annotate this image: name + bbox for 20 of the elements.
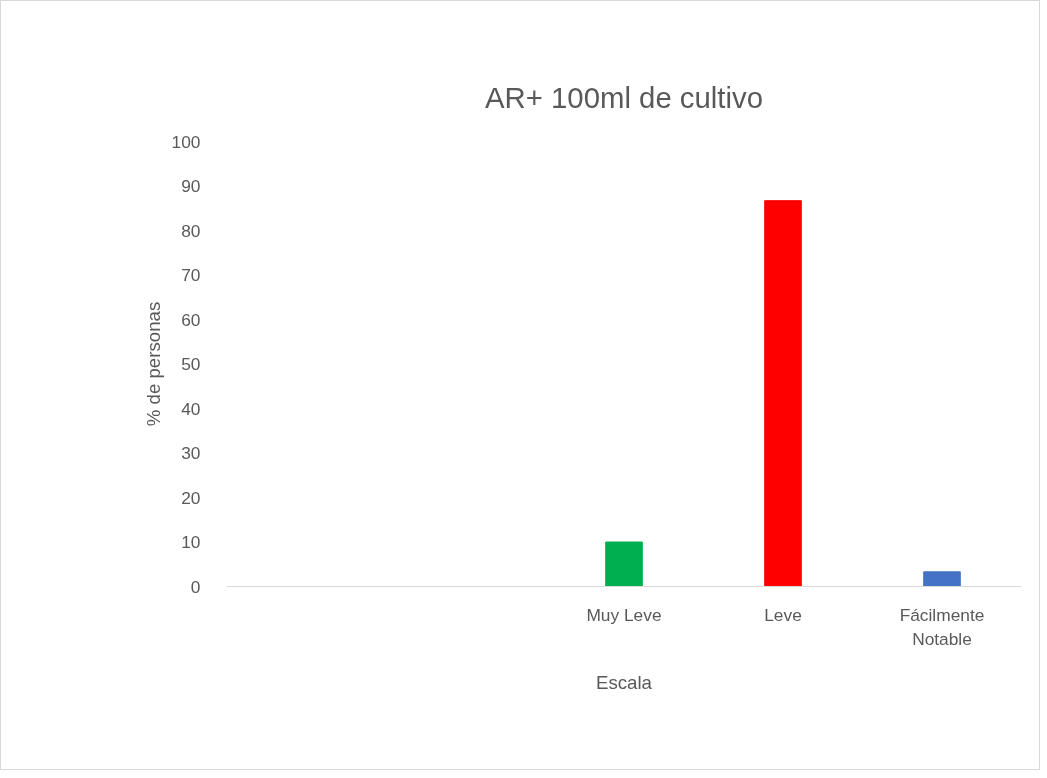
- y-tick-label: 80: [181, 220, 201, 241]
- y-axis-title: % de personas: [142, 301, 164, 427]
- y-tick-label: 50: [181, 354, 201, 374]
- y-tick-label: 10: [181, 532, 201, 552]
- y-tick-label: 30: [181, 443, 201, 463]
- x-tick-label: Fácilmente Notable: [899, 604, 985, 649]
- x-tick-label: Leve: [764, 604, 802, 625]
- bar: [923, 571, 961, 587]
- y-tick-label: 100: [171, 131, 201, 152]
- y-tick-label: 40: [181, 398, 201, 419]
- y-tick-label: 90: [181, 176, 201, 196]
- bar: [605, 541, 643, 587]
- x-axis-title: Escala: [596, 671, 653, 693]
- x-tick-label: Muy Leve: [586, 604, 662, 625]
- y-tick-label: 60: [181, 309, 201, 330]
- y-tick-label: 0: [190, 576, 201, 597]
- chart-title: AR+ 100ml de cultivo: [485, 81, 763, 114]
- bar: [764, 200, 802, 587]
- y-tick-label: 20: [181, 487, 201, 508]
- y-tick-label: 70: [181, 265, 201, 285]
